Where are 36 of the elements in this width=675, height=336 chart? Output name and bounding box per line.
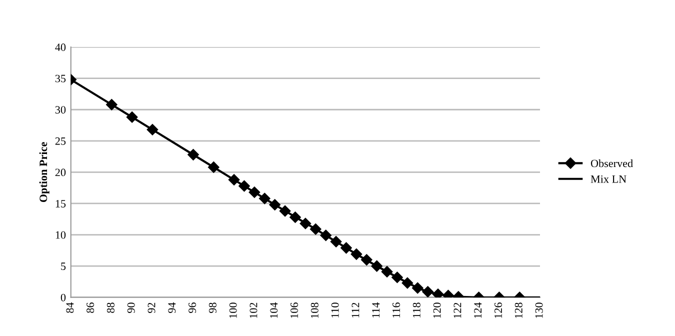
y-tick-label: 30 xyxy=(55,106,66,114)
x-tick-label: 120 xyxy=(433,302,441,318)
x-tick-label: 114 xyxy=(372,302,380,318)
y-tick-label: 35 xyxy=(55,74,66,82)
x-tick-label: 86 xyxy=(86,302,94,313)
x-tick-label: 112 xyxy=(352,302,360,318)
x-tick-label: 126 xyxy=(494,302,502,318)
x-tick-label: 118 xyxy=(412,302,420,318)
x-tick-label: 88 xyxy=(106,302,114,313)
x-tick-label: 92 xyxy=(148,302,156,313)
x-tick-label: 90 xyxy=(127,302,135,313)
x-tick-label: 124 xyxy=(474,302,482,318)
x-tick-label: 102 xyxy=(250,302,258,318)
x-tick-label: 116 xyxy=(392,302,400,318)
y-axis-title: Option Price xyxy=(39,142,50,202)
x-tick-label: 108 xyxy=(310,302,318,318)
legend-label: Mix LN xyxy=(590,175,626,183)
x-tick-label: 110 xyxy=(331,302,339,318)
y-tick-label: 10 xyxy=(56,231,66,239)
x-tick-label: 96 xyxy=(188,302,196,313)
y-tick-label: 40 xyxy=(55,44,66,52)
x-tick-label: 130 xyxy=(535,302,543,318)
y-tick-label: 15 xyxy=(56,200,66,208)
y-tick-label: 20 xyxy=(55,168,66,176)
x-tick-label: 104 xyxy=(270,302,278,318)
legend-label: Observed xyxy=(590,159,633,168)
x-tick-label: 94 xyxy=(168,302,176,313)
y-tick-label: 0 xyxy=(60,294,66,302)
x-tick-label: 100 xyxy=(229,302,237,318)
x-tick-label: 106 xyxy=(290,302,298,318)
x-tick-label: 84 xyxy=(66,302,74,313)
y-tick-label: 25 xyxy=(55,137,66,145)
x-tick-label: 98 xyxy=(208,302,216,313)
y-tick-label: 5 xyxy=(61,262,66,270)
x-tick-label: 128 xyxy=(514,302,522,318)
x-tick-label: 122 xyxy=(454,302,462,318)
